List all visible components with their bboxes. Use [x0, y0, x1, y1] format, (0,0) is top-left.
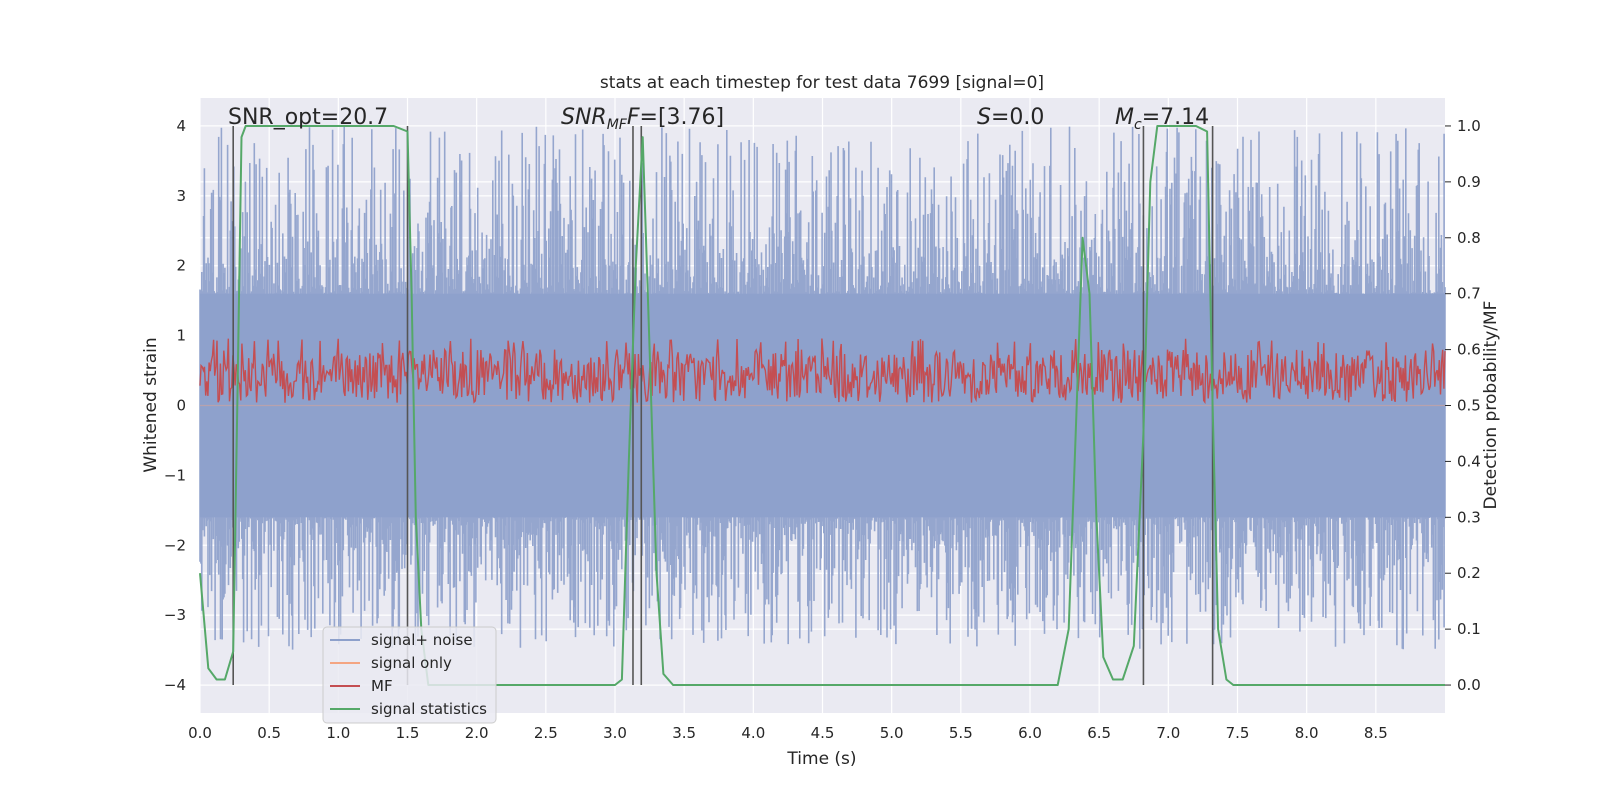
annotation-snr-mf-sub: MF	[607, 117, 628, 133]
y-tick-label-8: −4	[164, 676, 186, 694]
signal-statistics-line	[199, 125, 1445, 686]
x-tick-label-12: 6.0	[1018, 724, 1042, 742]
annotation-mc: Mc=7.14	[1115, 105, 1209, 133]
x-tick-label-13: 6.5	[1087, 724, 1111, 742]
legend-label-mf: MF	[371, 677, 393, 695]
chart-title: stats at each timestep for test data 769…	[600, 73, 1044, 93]
y-tick-label-1: 3	[176, 187, 186, 205]
y-right-tick-label-6: 0.4	[1457, 452, 1481, 470]
x-tick-label-6: 3.0	[603, 724, 627, 742]
y-tick-label-3: 1	[176, 327, 186, 345]
y-right-tick-label-7: 0.3	[1457, 508, 1481, 526]
signal-statistics-series	[199, 125, 1445, 686]
annotation-mc-main: M	[1115, 105, 1134, 130]
x-tick-label-14: 7.0	[1156, 724, 1180, 742]
y-tick-label-7: −3	[164, 606, 186, 624]
legend-box	[322, 626, 497, 724]
y-right-tick-label-9: 0.1	[1457, 620, 1481, 638]
x-axis-label: Time (s)	[786, 749, 856, 769]
y-right-tick-label-2: 0.8	[1457, 229, 1481, 247]
y-right-tick-label-0: 1.0	[1457, 117, 1481, 135]
y-tick-label-2: 2	[176, 257, 186, 275]
x-tick-label-17: 8.5	[1364, 724, 1388, 742]
x-tick-label-11: 5.5	[949, 724, 973, 742]
y-right-tick-label-4: 0.6	[1457, 341, 1481, 359]
x-tick-label-10: 5.0	[880, 724, 904, 742]
y-right-axis-label: Detection probability/MF	[1481, 301, 1501, 510]
legend-label-signal-statistics: signal statistics	[371, 700, 487, 718]
annotation-s-main: S	[977, 105, 991, 130]
y-right-tick-label-1: 0.9	[1457, 173, 1481, 191]
x-tick-label-15: 7.5	[1226, 724, 1250, 742]
legend-label-signal-noise: signal+ noise	[371, 631, 473, 649]
annotation-snr-opt: SNR_opt=20.7	[228, 105, 388, 130]
x-tick-label-4: 2.0	[465, 724, 489, 742]
annotation-s: S=0.0	[977, 105, 1044, 130]
x-tick-label-7: 3.5	[672, 724, 696, 742]
y-right-tick-label-5: 0.5	[1457, 397, 1481, 415]
x-tick-label-2: 1.0	[326, 724, 350, 742]
y-tick-label-5: −1	[164, 466, 186, 484]
x-tick-label-8: 4.0	[741, 724, 765, 742]
y-right-tick-label-10: 0.0	[1457, 676, 1481, 694]
y-tick-label-0: 4	[176, 117, 186, 135]
x-tick-label-16: 8.0	[1295, 724, 1319, 742]
x-tick-label-0: 0.0	[188, 724, 212, 742]
annotation-snr-mf-value: =[3.76]	[640, 105, 725, 130]
annotation-snr-mf: SNRMFF=[3.76]	[561, 105, 724, 133]
x-tick-label-9: 4.5	[811, 724, 835, 742]
x-tick-label-3: 1.5	[396, 724, 420, 742]
y-tick-label-6: −2	[164, 536, 186, 554]
y-right-axis-ticks: 1.0 0.9 0.8 0.7 0.6 0.5 0.4 0.3 0.2 0.1 0.0	[1445, 117, 1481, 694]
y-right-tick-label-3: 0.7	[1457, 285, 1481, 303]
annotation-snr-mf-main: SNR	[561, 105, 607, 130]
annotation-s-value: =0.0	[991, 105, 1044, 130]
legend-label-signal-only: signal only	[371, 654, 452, 672]
y-tick-label-4: 0	[176, 397, 186, 415]
annotation-mc-value: =7.14	[1142, 105, 1209, 130]
y-axis-label: Whitened strain	[141, 337, 161, 472]
x-tick-label-5: 2.5	[534, 724, 558, 742]
legend: signal+ noise signal only MF signal stat…	[322, 626, 497, 724]
x-tick-label-1: 0.5	[257, 724, 281, 742]
y-right-tick-label-8: 0.2	[1457, 564, 1481, 582]
y-axis-ticks: 4 3 2 1 0 −1 −2 −3 −4	[164, 117, 186, 694]
annotation-mc-sub: c	[1134, 117, 1142, 133]
x-axis-ticks: 0.0 0.5 1.0 1.5 2.0 2.5 3.0 3.5 4.0 4.5 5.0 5.5 6.0 6…	[188, 724, 1388, 742]
